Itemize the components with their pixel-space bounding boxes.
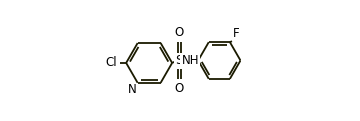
Text: N: N <box>128 83 137 96</box>
Text: Cl: Cl <box>106 56 117 69</box>
Text: O: O <box>175 26 184 39</box>
Text: O: O <box>175 82 184 95</box>
Text: S: S <box>175 54 183 67</box>
Text: NH: NH <box>181 54 199 67</box>
Text: F: F <box>233 27 240 40</box>
